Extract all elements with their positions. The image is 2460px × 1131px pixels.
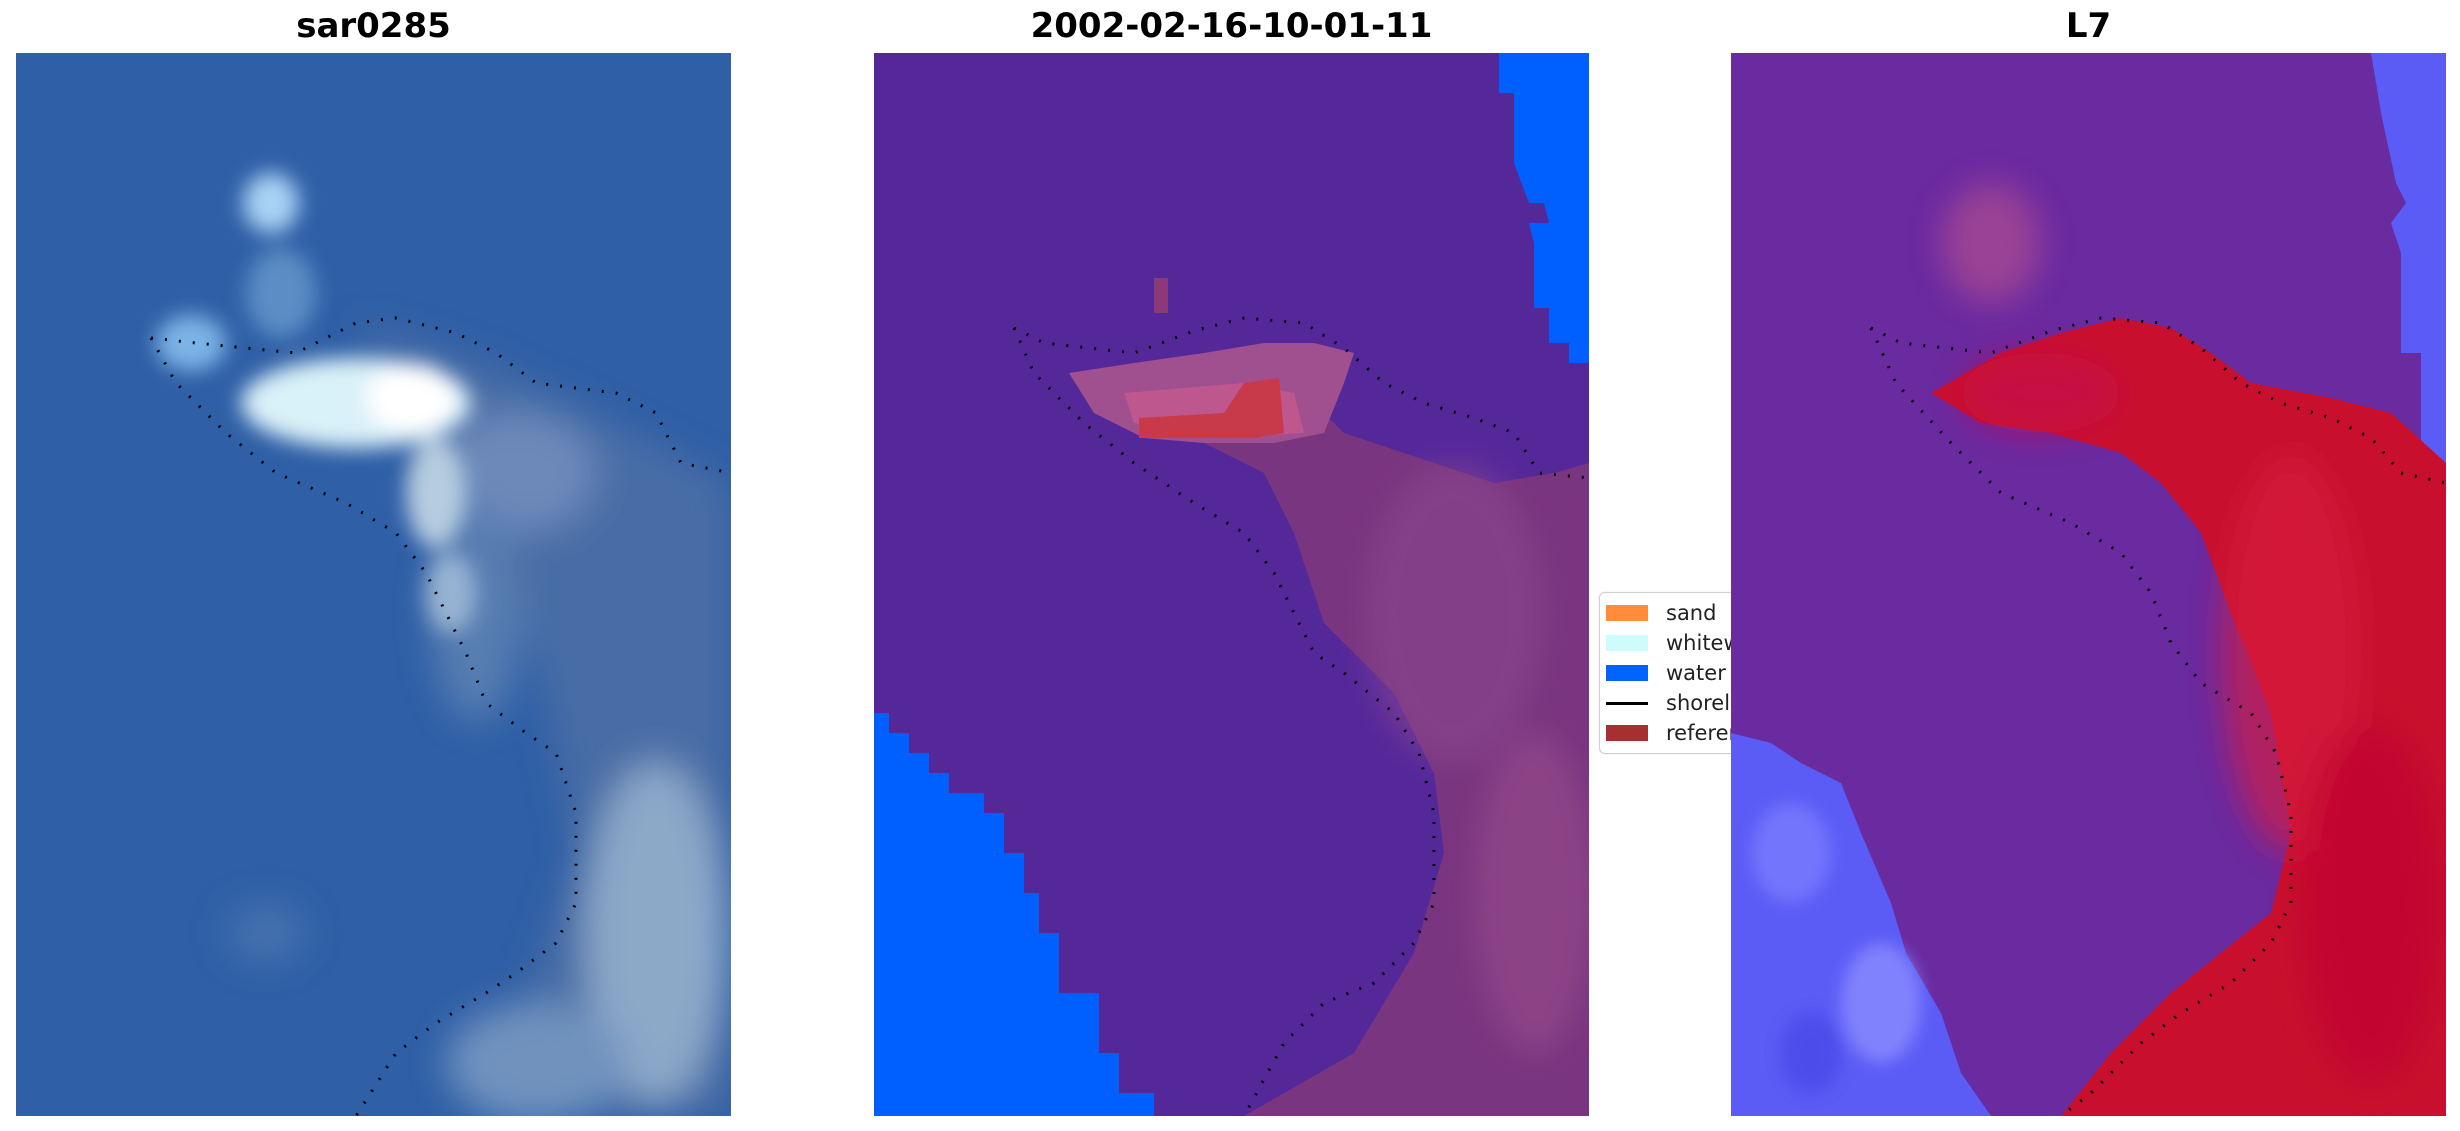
legend-label: water [1666, 661, 1726, 685]
index-image [1731, 53, 2446, 1116]
legend-item-reference: reference [1606, 719, 1740, 747]
shoreline-line [1012, 327, 1436, 1116]
index-panel [1731, 53, 2446, 1116]
legend-item-sand: sand [1606, 599, 1716, 627]
water-region [2371, 53, 2446, 473]
shoreline-swatch [1606, 701, 1648, 705]
reference-swatch [1606, 725, 1648, 741]
legend-item-shoreline: shoreline [1606, 689, 1740, 717]
panel-title-classification: 2002-02-16-10-01-11 [1030, 6, 1433, 46]
rgb-image-panel [16, 53, 731, 1116]
classification-panel [874, 53, 1589, 1116]
whitewater-swatch [1606, 635, 1648, 651]
legend-item-water: water [1606, 659, 1726, 687]
panel-title-index: L7 [2065, 6, 2112, 46]
panel-title-rgb: sar0285 [296, 6, 451, 46]
rgb-image [16, 53, 731, 1116]
water-region [1499, 53, 1589, 363]
legend-label: reference [1666, 721, 1740, 745]
legend-label: sand [1666, 601, 1717, 625]
water-swatch [1606, 665, 1648, 681]
legend-label: shoreline [1666, 691, 1740, 715]
reference-region [1139, 378, 1284, 438]
classified-image [874, 53, 1589, 1116]
water-region [874, 713, 1154, 1116]
sand-swatch [1606, 605, 1648, 621]
shoreline-line [150, 316, 731, 475]
